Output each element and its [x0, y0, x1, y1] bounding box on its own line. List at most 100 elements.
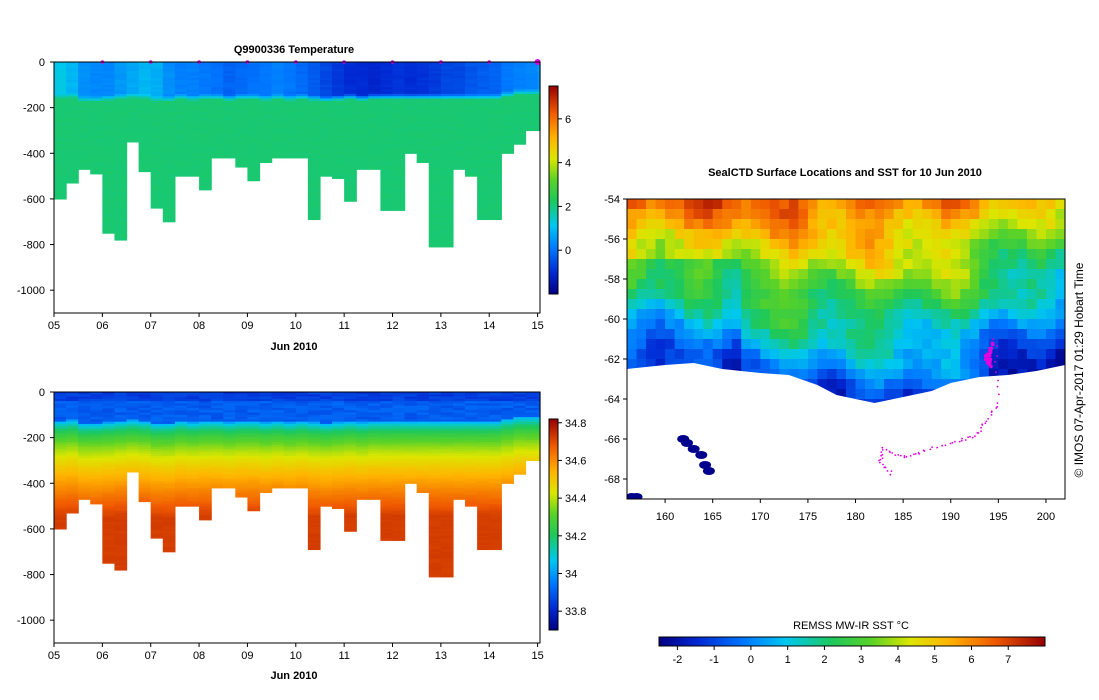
section-cell: [319, 494, 333, 498]
section-cell: [126, 446, 140, 450]
section-cell: [211, 435, 224, 439]
section-cell: [54, 503, 67, 507]
section-cell: [211, 426, 224, 430]
section-cell: [150, 77, 164, 81]
section-cell: [126, 132, 140, 136]
section-cell: [295, 93, 309, 97]
section-cell: [138, 160, 152, 163]
section-cell: [344, 155, 357, 159]
section-cell: [247, 109, 261, 113]
section-cell: [380, 87, 394, 90]
section-cell: [162, 194, 176, 198]
section-cell: [489, 96, 502, 100]
section-cell: [66, 162, 79, 166]
section-cell: [416, 66, 430, 70]
sst-cell: [836, 269, 847, 280]
section-cell: [211, 458, 224, 462]
sst-cell: [903, 239, 914, 250]
section-cell: [465, 419, 478, 423]
section-cell: [319, 160, 333, 163]
section-cell: [525, 433, 539, 436]
section-cell: [380, 166, 394, 170]
section-cell: [90, 480, 103, 484]
sst-cell: [779, 199, 790, 210]
section-cell: [380, 121, 394, 125]
section-cell: [150, 455, 164, 459]
section-cell: [90, 469, 103, 473]
section-cell: [452, 403, 466, 407]
section-cell: [356, 135, 369, 138]
section-cell: [489, 150, 502, 154]
sst-cell: [1026, 299, 1037, 310]
section-cell: [319, 467, 333, 471]
section-cell: [477, 187, 490, 191]
section-cell: [452, 437, 466, 441]
section-cell: [392, 132, 406, 136]
section-cell: [283, 410, 297, 414]
section-cell: [416, 132, 430, 136]
section-cell: [259, 412, 273, 416]
section-cell: [126, 392, 140, 395]
section-cell: [489, 169, 502, 173]
section-cell: [380, 494, 394, 498]
section-cell: [283, 469, 297, 473]
section-cell: [501, 105, 514, 109]
section-cell: [356, 155, 369, 159]
section-cell: [199, 494, 212, 498]
sst-cell: [693, 289, 704, 300]
section-cell: [162, 203, 176, 207]
section-cell: [295, 132, 309, 136]
section-cell: [452, 87, 466, 90]
section-cell: [271, 150, 285, 154]
section-cell: [174, 394, 188, 398]
section-cell: [332, 91, 345, 95]
section-cell: [332, 396, 345, 400]
sst-cell: [884, 199, 895, 210]
section-cell: [102, 221, 116, 225]
sst-cell: [826, 309, 837, 320]
sst-cell: [807, 309, 818, 320]
section-cell: [525, 423, 539, 427]
sst-cell: [779, 279, 790, 290]
section-cell: [271, 119, 285, 122]
section-cell: [513, 119, 527, 122]
section-cell: [90, 410, 103, 414]
section-cell: [380, 173, 394, 177]
section-cell: [307, 98, 321, 102]
section-cell: [404, 68, 418, 72]
section-cell: [78, 164, 91, 168]
section-cell: [440, 141, 454, 145]
section-cell: [138, 405, 152, 409]
sst-cell: [893, 269, 904, 280]
section-cell: [162, 469, 176, 473]
section-cell: [465, 503, 478, 507]
section-cell: [452, 64, 466, 68]
sst-cell: [922, 289, 933, 300]
section-cell: [271, 442, 285, 446]
section-cell: [247, 458, 261, 462]
sst-cell: [874, 209, 885, 220]
section-cell: [54, 494, 67, 498]
section-cell: [356, 492, 369, 496]
sst-cell: [798, 219, 809, 230]
section-cell: [235, 403, 249, 407]
section-cell: [235, 144, 249, 148]
section-cell: [150, 100, 164, 104]
section-cell: [90, 128, 103, 132]
section-cell: [501, 80, 514, 84]
section-cell: [247, 455, 261, 459]
sst-cell: [855, 229, 866, 240]
section-cell: [513, 116, 527, 120]
section-cell: [295, 460, 309, 464]
sst-cell: [912, 279, 923, 290]
section-cell: [307, 198, 321, 202]
section-cell: [186, 503, 200, 507]
section-cell: [78, 401, 91, 405]
section-cell: [186, 421, 200, 425]
colorbar-tick-label: 34.8: [565, 418, 586, 430]
section-cell: [344, 444, 357, 448]
section-cell: [452, 91, 466, 95]
section-cell: [416, 476, 430, 480]
section-cell: [247, 91, 261, 95]
section-cell: [66, 146, 79, 150]
